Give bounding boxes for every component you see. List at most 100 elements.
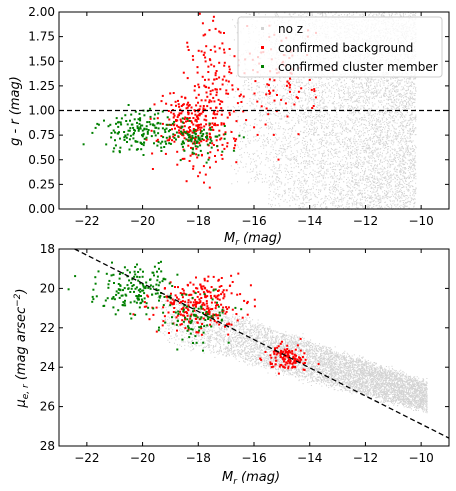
cluster-member-point [203,293,206,296]
background-point [215,91,218,94]
background-point [187,284,189,287]
cluster-member-point [136,125,139,128]
background-point [209,49,212,51]
background-point [260,105,263,108]
background-point [176,116,179,119]
cluster-member-point [97,270,100,273]
cluster-member-point [130,317,133,320]
background-point [194,110,197,113]
background-point [177,103,180,106]
background-point [227,80,230,83]
background-point [304,358,307,361]
cluster-member-point [155,288,158,291]
background-point [183,118,186,120]
background-point [190,106,193,109]
background-point [209,308,212,311]
background-point [287,82,290,85]
background-point [221,42,224,45]
cluster-member-point [183,304,186,307]
background-point [213,295,216,298]
background-point [281,340,283,343]
background-point [214,27,217,30]
cluster-member-point [206,143,209,146]
background-point [150,129,153,132]
top-x-axis-label: Mr (mag) [224,231,282,248]
background-point [177,125,180,128]
cluster-member-point [153,142,155,145]
background-point [269,361,272,364]
background-point [277,372,280,375]
cluster-member-point [157,329,160,332]
background-point [272,133,275,136]
background-point [231,308,234,311]
background-point [196,129,199,132]
background-point [208,101,211,104]
background-point [218,323,221,326]
cluster-member-point [112,129,115,132]
background-point [147,295,150,298]
y-tick-label: 0.00 [28,202,55,216]
background-point [195,331,198,334]
background-point [208,311,211,313]
background-point [211,142,214,145]
background-point [294,365,297,368]
background-point [312,105,315,107]
cluster-member-point [115,122,117,125]
background-point [203,303,206,306]
background-point [278,365,281,368]
background-point [222,297,225,300]
background-point [171,298,174,301]
cluster-member-point [194,145,197,148]
cluster-member-point [219,314,222,317]
background-point [196,302,199,305]
cluster-member-point [181,293,184,296]
background-point [163,287,166,290]
background-point [267,84,270,87]
background-point [184,97,187,100]
cluster-member-point [200,305,203,308]
background-point [193,137,196,140]
cluster-member-point [171,122,174,125]
cluster-member-point [198,329,201,332]
background-point [240,101,243,103]
cluster-member-point [162,311,165,314]
cluster-member-point [191,328,194,331]
background-point [195,301,197,304]
background-point [209,319,212,322]
background-point [246,300,249,303]
cluster-member-point [196,316,199,319]
cluster-member-point [203,325,206,328]
background-point [279,356,282,358]
background-point [219,138,222,141]
background-point [292,357,295,359]
background-point [168,118,171,121]
background-point [178,126,181,129]
background-point [259,357,262,360]
background-point [206,280,209,283]
background-point [183,314,185,317]
cluster-member-point [167,130,170,133]
background-point [204,99,207,102]
bottom-y-ticks: 18 20 22 24 26 28 [40,242,449,453]
cluster-member-point [123,136,126,139]
background-point [172,311,175,313]
background-point [227,306,230,309]
cluster-member-point [112,296,115,298]
background-point [292,361,295,364]
cluster-member-point [202,349,204,352]
cluster-member-point [135,301,138,304]
cluster-member-point [162,304,165,307]
x-tick-label: −18 [186,451,211,465]
background-point [217,317,220,320]
cluster-member-point [161,110,164,113]
cluster-member-point [177,135,180,138]
cluster-member-point [187,134,190,137]
background-point [207,290,210,293]
background-point [207,78,210,81]
background-point [230,72,233,75]
cluster-member-point [189,332,192,335]
cluster-member-point [107,286,110,289]
cluster-member-point [204,319,207,321]
background-point [211,89,214,92]
cluster-member-point [151,271,154,274]
